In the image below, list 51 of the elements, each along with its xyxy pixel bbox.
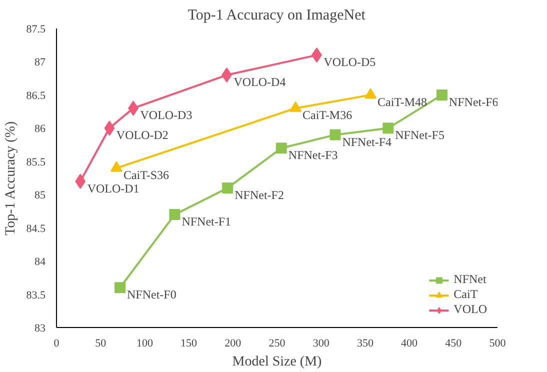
y-tick-label: 85.5: [26, 156, 46, 168]
y-tick-label: 86.5: [26, 90, 46, 102]
x-tick-label: 250: [268, 338, 286, 350]
point: [436, 89, 448, 100]
y-tick-label: 83: [34, 322, 46, 334]
point: [222, 182, 234, 194]
y-tick-label: 84: [34, 256, 46, 268]
point: [169, 209, 180, 220]
annotation: VOLO-D2: [116, 128, 168, 142]
annotation: VOLO-D5: [324, 55, 376, 70]
annotation: CaiT-S36: [123, 168, 170, 182]
point: [382, 122, 394, 134]
y-tick-label: 86: [34, 123, 46, 136]
x-tick-label: 50: [95, 338, 107, 350]
annotation: CaiT-M36: [302, 108, 352, 122]
chart-title: Top-1 Accuracy on ImageNet: [188, 8, 366, 24]
annotation: NFNet-F1: [182, 214, 232, 229]
legend-label: VOLO: [454, 302, 487, 317]
point: [276, 142, 287, 154]
point: [364, 88, 376, 99]
x-tick-label: 200: [224, 338, 242, 350]
annotation: CaiT-M48: [377, 94, 428, 109]
y-axis-title: Top-1 Accuracy (%): [3, 121, 18, 236]
y-tick-label: 83.5: [26, 289, 46, 302]
point: [114, 282, 126, 294]
x-axis-title: Model Size (M): [232, 354, 322, 370]
x-tick-label: 450: [445, 338, 462, 350]
x-tick-label: 100: [136, 338, 154, 350]
point: [104, 120, 115, 136]
y-tick-label: 85: [34, 190, 46, 202]
point: [110, 161, 122, 172]
annotation: VOLO-D3: [140, 108, 192, 122]
annotation: NFNet-F4: [342, 134, 392, 149]
y-tick-label: 84.5: [26, 222, 46, 235]
point: [330, 129, 341, 140]
y-tick-label: 87: [34, 56, 46, 69]
annotation: VOLO-D1: [87, 181, 140, 196]
x-tick-label: 500: [489, 338, 506, 350]
annotation: NFNet-F3: [288, 148, 338, 162]
x-tick-label: 350: [356, 338, 374, 350]
annotation: VOLO-D4: [234, 75, 286, 90]
annotation: NFNet-F2: [234, 188, 284, 202]
x-tick-label: 0: [54, 338, 60, 350]
x-tick-label: 150: [180, 338, 198, 350]
legend-label: NFNet: [454, 272, 486, 287]
x-tick-label: 400: [401, 338, 418, 350]
annotation: NFNet-F5: [395, 128, 444, 142]
annotation: NFNet-F0: [127, 288, 176, 302]
legend-label: CaiT: [454, 287, 478, 302]
x-tick-label: 300: [312, 338, 330, 350]
y-tick-label: 87.5: [26, 24, 46, 36]
